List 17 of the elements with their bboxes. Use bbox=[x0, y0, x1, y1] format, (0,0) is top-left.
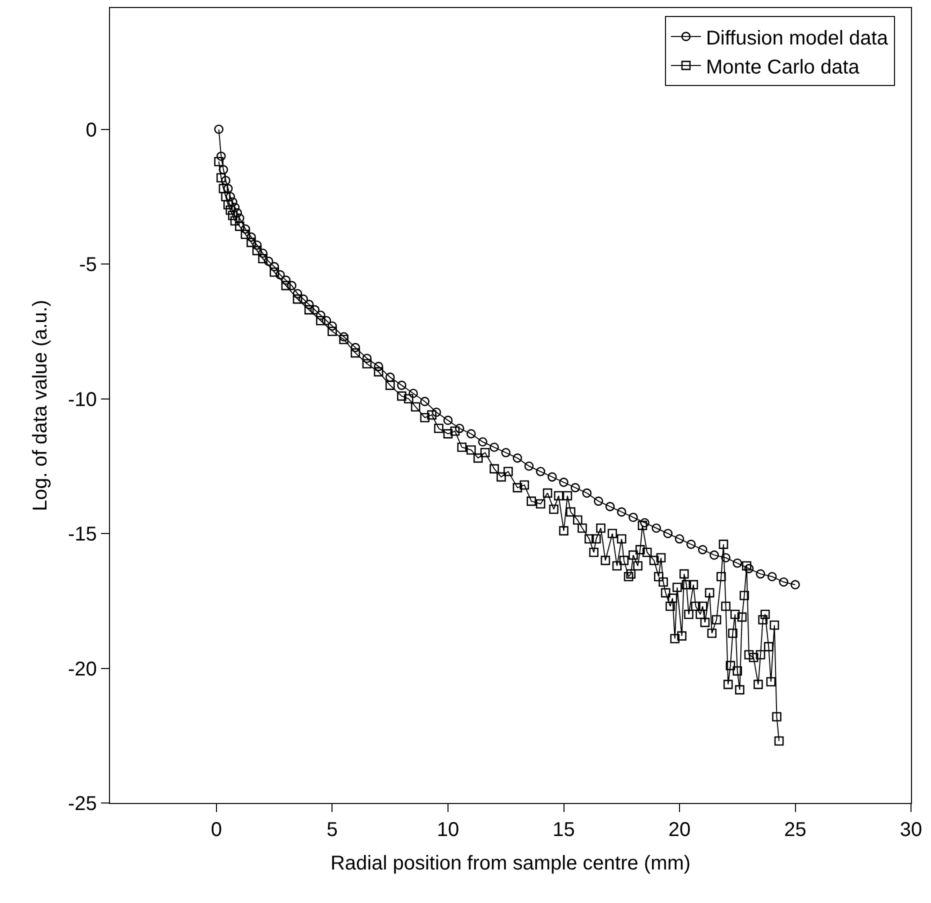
legend-label: Monte Carlo data bbox=[706, 56, 860, 78]
x-tick-label: 15 bbox=[552, 819, 575, 842]
y-tick-label: -20 bbox=[68, 658, 97, 680]
legend-label: Diffusion model data bbox=[706, 27, 889, 50]
y-tick-label: -15 bbox=[68, 524, 97, 546]
x-tick-label: 20 bbox=[668, 819, 691, 842]
x-tick-label: 5 bbox=[326, 819, 338, 842]
x-axis-title: Radial position from sample centre (mm) bbox=[330, 852, 691, 875]
y-tick-label: 0 bbox=[86, 119, 97, 142]
x-tick-label: 0 bbox=[210, 819, 222, 842]
y-tick-label: -25 bbox=[68, 793, 97, 815]
y-tick-label: -10 bbox=[68, 388, 97, 411]
x-tick-label: 25 bbox=[784, 819, 806, 842]
y-tick-label: -5 bbox=[79, 254, 97, 276]
y-axis-title: Log. of data value (a.u.) bbox=[29, 300, 52, 512]
x-tick-label: 10 bbox=[436, 819, 460, 842]
x-tick-label: 30 bbox=[900, 819, 922, 842]
